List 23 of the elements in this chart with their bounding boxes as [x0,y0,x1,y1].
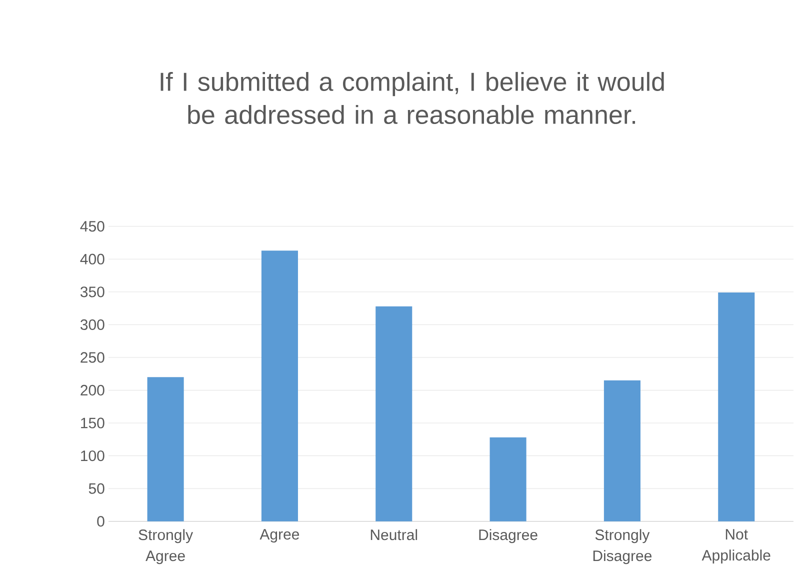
x-tick-label: Neutral [370,529,418,540]
chart-title: If I submitted a complaint, I believe it would be addressed in a reasonable manner. [160,72,664,124]
x-tick-label: Strongly Agree [138,529,194,564]
y-tick-label: 300 [80,319,104,330]
y-tick-label: 50 [88,483,104,494]
bar [604,380,640,522]
bar [718,292,755,522]
bar [490,437,526,522]
y-tick-label: 100 [81,450,104,462]
x-tick-label: Disagree [479,529,538,544]
y-tick-label: 150 [81,418,104,428]
bar [147,377,184,522]
x-tick-label: Strongly Disagree [593,529,652,564]
y-tick-label: 350 [80,286,104,298]
y-tick-label: 400 [80,254,104,264]
x-tick-label: Not Applicable [702,529,770,564]
y-tick-label: 450 [80,221,104,232]
y-tick-label: 200 [80,384,104,396]
y-tick-label: 250 [80,352,104,363]
x-tick-label: Agree [260,529,300,543]
bar [376,306,412,522]
bar [261,250,298,522]
y-tick-label: 0 [97,516,104,527]
